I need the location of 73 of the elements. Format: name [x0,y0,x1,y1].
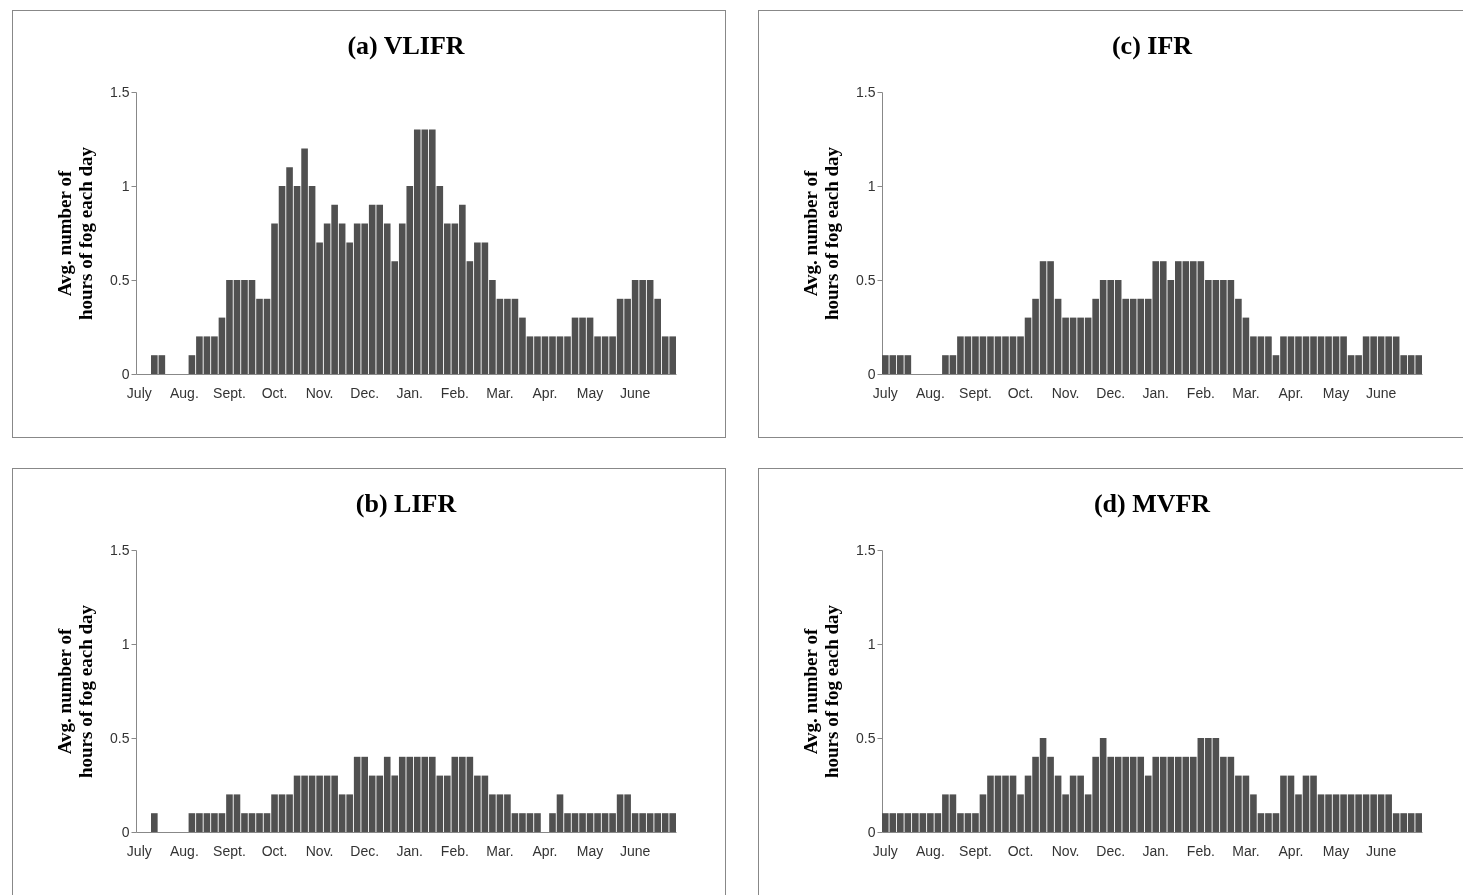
x-tick-label: Feb. [1186,384,1215,401]
x-tick-label: May [1322,842,1350,859]
y-tick-label: 1 [867,177,876,194]
x-tick-label: Nov. [1051,842,1080,859]
y-tick-label: 0 [867,823,876,840]
x-tick-label: Apr. [1278,842,1304,859]
y-axis-title: Avg. number of hours of fog each day [54,146,97,321]
x-tick-label: May [576,384,604,401]
x-tick-label: Mar. [486,842,514,859]
x-tick-label: Jan. [1142,384,1169,401]
y-tick-label: 0.5 [110,271,130,288]
x-tick-label: June [1365,842,1397,859]
x-tick-label: Jan. [396,384,423,401]
x-tick-label: Mar. [1232,384,1260,401]
x-tick-label: Aug. [169,384,199,401]
x-tick-label: Nov. [1051,384,1080,401]
x-tick-label: June [1365,384,1397,401]
x-tick-label: Jan. [396,842,423,859]
x-tick-label: Apr. [532,842,558,859]
bar [151,813,158,832]
x-tick-label: Apr. [1278,384,1304,401]
y-tick-label: 1.5 [856,541,876,558]
x-tick-label: Feb. [440,384,469,401]
y-tick-label: 0 [121,365,130,382]
y-tick-label: 0.5 [856,729,876,746]
x-tick-label: Nov. [305,842,334,859]
x-tick-label: Oct. [1007,842,1034,859]
x-tick-label: May [1322,384,1350,401]
x-tick-label: Oct. [1007,384,1034,401]
x-tick-label: Oct. [261,842,288,859]
x-tick-label: July [872,384,898,401]
x-tick-label: July [872,842,898,859]
x-tick-label: Sept. [213,842,246,859]
x-tick-label: Feb. [1186,842,1215,859]
y-axis-title: Avg. number of hours of fog each day [800,146,843,321]
x-tick-label: July [126,384,152,401]
chart-title: (c) IFR [1111,31,1193,60]
y-tick-label: 1 [867,635,876,652]
x-tick-label: Aug. [915,384,945,401]
x-tick-label: Aug. [169,842,199,859]
x-tick-label: Jan. [1142,842,1169,859]
chart-title: (b) LIFR [355,489,457,518]
x-tick-label: Sept. [959,842,992,859]
y-axis-title: Avg. number of hours of fog each day [54,604,97,779]
x-tick-label: Sept. [213,384,246,401]
x-tick-label: Feb. [440,842,469,859]
y-tick-label: 0.5 [110,729,130,746]
x-tick-label: Dec. [1096,842,1126,859]
x-tick-label: Oct. [261,384,288,401]
x-tick-label: July [126,842,152,859]
chart-title: (d) MVFR [1093,489,1211,518]
chart-title: (a) VLIFR [347,31,465,60]
x-tick-label: June [619,384,651,401]
y-tick-label: 1 [121,177,130,194]
x-tick-label: Sept. [959,384,992,401]
y-tick-label: 1.5 [110,541,130,558]
x-tick-label: Apr. [532,384,558,401]
y-tick-label: 1.5 [110,83,130,100]
y-tick-label: 0.5 [856,271,876,288]
x-tick-label: Dec. [350,384,380,401]
y-tick-label: 1.5 [856,83,876,100]
x-tick-label: Mar. [1232,842,1260,859]
y-axis-title: Avg. number of hours of fog each day [800,604,843,779]
x-tick-label: Dec. [350,842,380,859]
x-tick-label: Aug. [915,842,945,859]
x-tick-label: Dec. [1096,384,1126,401]
y-tick-label: 1 [121,635,130,652]
x-tick-label: Nov. [305,384,334,401]
x-tick-label: Mar. [486,384,514,401]
x-tick-label: May [576,842,604,859]
x-tick-label: June [619,842,651,859]
y-tick-label: 0 [867,365,876,382]
y-tick-label: 0 [121,823,130,840]
